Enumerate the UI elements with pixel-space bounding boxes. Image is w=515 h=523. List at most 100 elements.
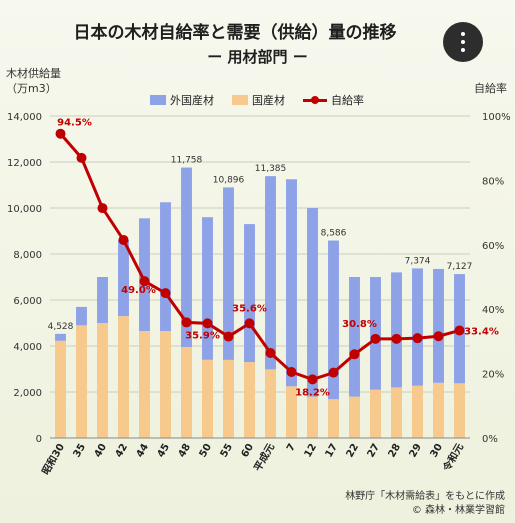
source-note: 林野庁「木材需給表」をもとに作成 <box>345 491 505 502</box>
y-tick-left: 10,000 <box>7 204 42 215</box>
rate-label: 49.0% <box>121 285 156 296</box>
rate-point <box>76 152 87 163</box>
footer: 林野庁「木材需給表」をもとに作成 © 森林・林業学習館 <box>345 490 505 518</box>
rate-point <box>97 203 108 214</box>
rate-label: 18.2% <box>295 387 330 398</box>
menu-dot <box>461 40 465 44</box>
y-tick-right: 60% <box>482 241 504 252</box>
bar-domestic <box>97 323 108 438</box>
bar-domestic <box>265 369 276 438</box>
rate-point <box>307 374 318 385</box>
x-tick: 30 <box>429 442 446 460</box>
rate-point <box>265 347 276 358</box>
total-label: 7,374 <box>405 256 431 266</box>
legend-label-rate: 自給率 <box>331 94 364 107</box>
x-tick: 昭和30 <box>39 441 67 477</box>
bar-foreign <box>76 306 87 326</box>
y-tick-right: 0% <box>482 434 498 445</box>
bar-domestic <box>412 385 423 438</box>
bar-foreign <box>307 208 318 397</box>
bar-domestic <box>139 331 150 438</box>
rate-point <box>202 318 213 329</box>
legend: 外国産材 国産材 自給率 <box>150 92 364 108</box>
rate-point <box>370 333 381 344</box>
bar-domestic <box>370 389 381 438</box>
bar-foreign <box>244 224 255 363</box>
bar-foreign <box>97 277 108 323</box>
rate-label: 33.4% <box>464 326 499 337</box>
bar-foreign <box>412 268 423 386</box>
rate-point <box>160 288 171 299</box>
chart-subtitle: ー 用材部門 ー <box>207 48 308 66</box>
y-tick-right: 80% <box>482 176 504 187</box>
y-axis-left-label: 木材供給量 （万m3） <box>6 67 61 95</box>
bar-foreign <box>181 167 192 347</box>
bar-domestic <box>244 362 255 438</box>
x-tick: 50 <box>198 442 215 460</box>
bar-foreign <box>349 277 360 397</box>
menu-dot <box>461 32 465 36</box>
y-tick-left: 14,000 <box>7 112 42 123</box>
bar-foreign <box>160 202 171 332</box>
y-tick-right: 20% <box>482 370 504 381</box>
bar-domestic <box>202 359 213 438</box>
legend-swatch-domestic <box>232 95 248 105</box>
x-tick: 60 <box>240 442 257 460</box>
x-tick: 55 <box>219 442 236 460</box>
x-tick: 平成元 <box>251 441 277 473</box>
rate-point <box>118 234 129 245</box>
x-tick: 42 <box>114 442 131 460</box>
bar-foreign <box>223 187 234 360</box>
total-label: 11,758 <box>171 156 203 166</box>
legend-swatch-foreign <box>150 95 166 105</box>
bar-foreign <box>139 218 150 332</box>
bar-domestic <box>286 386 297 438</box>
more-vert-icon[interactable] <box>443 22 483 62</box>
x-tick: 17 <box>324 442 341 460</box>
y-tick-left: 2,000 <box>13 388 42 399</box>
bar-domestic <box>160 331 171 438</box>
bar-foreign <box>55 333 66 341</box>
x-tick: 29 <box>408 442 425 460</box>
bar-domestic <box>55 340 66 438</box>
total-label: 10,896 <box>213 175 245 185</box>
x-tick: 22 <box>345 442 362 460</box>
rate-point <box>139 276 150 287</box>
x-tick: 45 <box>156 442 173 460</box>
menu-dot <box>461 48 465 52</box>
x-tick: 48 <box>177 442 194 460</box>
bar-foreign <box>286 179 297 387</box>
bar-domestic <box>391 387 402 438</box>
rate-point <box>412 333 423 344</box>
bar-domestic <box>181 346 192 438</box>
x-tick: 40 <box>93 442 110 460</box>
rate-label: 35.9% <box>185 330 220 341</box>
total-label: 7,127 <box>447 262 473 272</box>
x-tick: 12 <box>303 442 320 460</box>
total-label: 8,586 <box>321 229 347 239</box>
rate-label: 94.5% <box>57 118 92 129</box>
legend-item-rate: 自給率 <box>303 92 364 108</box>
bar-foreign <box>433 268 444 383</box>
total-label: 11,385 <box>255 164 287 174</box>
y-tick-left: 0 <box>36 434 42 445</box>
rate-point <box>328 367 339 378</box>
total-label: 4,528 <box>48 322 74 332</box>
bar-domestic <box>118 316 129 438</box>
bar-domestic <box>76 325 87 438</box>
bar-domestic <box>349 396 360 438</box>
y-axis-right-label: 自給率 <box>474 82 507 95</box>
rate-point <box>349 349 360 360</box>
rate-point <box>181 317 192 328</box>
bar-foreign <box>328 240 339 400</box>
x-tick: 令和元 <box>439 441 466 474</box>
legend-label-domestic: 国産材 <box>252 94 285 107</box>
bar-domestic <box>454 383 465 438</box>
bar-foreign <box>370 277 381 390</box>
y-tick-right: 100% <box>482 112 511 123</box>
rate-point <box>223 331 234 342</box>
bar-domestic <box>307 396 318 438</box>
credit: © 森林・林業学習館 <box>411 505 505 516</box>
rate-label: 30.8% <box>342 319 377 330</box>
legend-item-foreign: 外国産材 <box>150 92 214 108</box>
